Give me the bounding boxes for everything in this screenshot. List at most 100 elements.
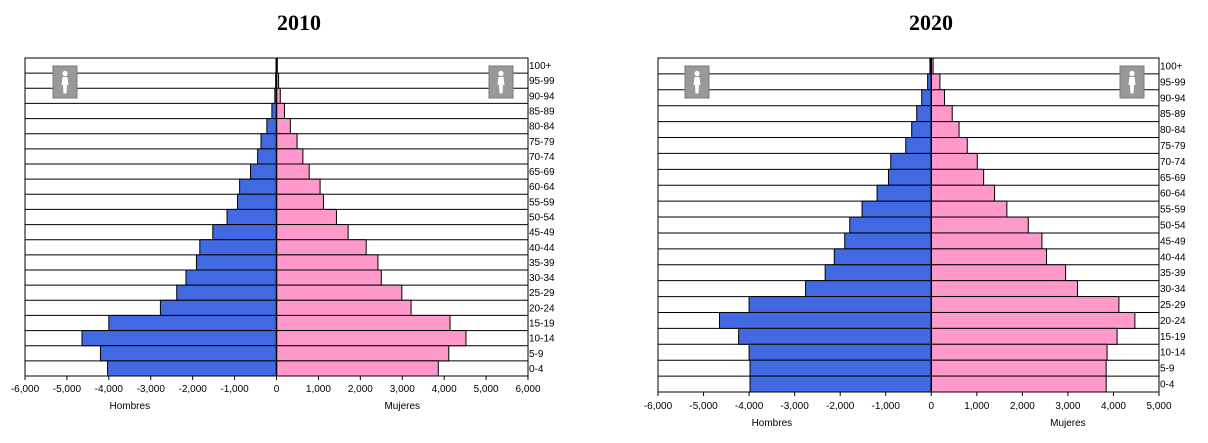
chart-2020-category-label: 55-59 (1160, 205, 1186, 216)
chart-2010-bar-mujeres-50-54 (276, 208, 337, 226)
chart-2010-x-tick-label: 6,000 (515, 384, 540, 395)
chart-2010-bar-mujeres-30-34 (276, 269, 382, 286)
chart-2010-category-label: 70-74 (529, 152, 555, 163)
chart-2010-x-tick-label: 2,000 (348, 384, 373, 395)
chart-2020-bar-hombres-70-74 (890, 152, 932, 170)
chart-2020-bar-hombres-75-79 (905, 137, 932, 154)
chart-2020-series-label-hombres: Hombres (752, 418, 793, 429)
chart-2020-bar-hombres-15-19 (738, 327, 932, 345)
chart-2020-category-label: 50-54 (1160, 221, 1186, 232)
chart-2010-bar-hombres-50-54 (226, 208, 277, 226)
chart-2020-plot-border (657, 57, 1160, 393)
chart-2010-category-label: 55-59 (529, 197, 555, 208)
chart-2010-bar-mujeres-75-79 (276, 133, 298, 150)
chart-2010-bar-hombres-10-14 (81, 330, 277, 347)
chart-2020-category-label: 100+ (1160, 61, 1183, 72)
chart-2020-bar-mujeres-70-74 (930, 152, 978, 170)
chart-2020-female-icon-body (1128, 77, 1136, 94)
chart-2020-x-tick-label: 2,000 (1010, 401, 1035, 412)
chart-2020-bar-hombres-0-4 (749, 375, 932, 393)
chart-2020-bar-hombres-10-14 (748, 343, 932, 361)
chart-2020-bar-hombres-65-69 (887, 168, 932, 186)
chart-2020-male-icon-body (693, 77, 701, 94)
chart-2020-bar-mujeres-10-14 (930, 343, 1108, 361)
chart-2020-category-label: 45-49 (1160, 236, 1186, 247)
chart-2010-bar-mujeres-20-24 (276, 299, 412, 316)
chart-2010-female-icon-body (497, 77, 505, 94)
chart-2020-category-label: 30-34 (1160, 284, 1186, 295)
chart-2010-x-tick-label: -5,000 (53, 384, 82, 395)
chart-title-2020: 2020 (909, 10, 953, 35)
chart-2010-category-label: 5-9 (529, 349, 544, 360)
chart-2010-bar-hombres-25-29 (176, 284, 277, 301)
chart-title-2010: 2010 (277, 10, 321, 35)
chart-2010-bar-hombres-75-79 (260, 133, 278, 150)
chart-2010-category-label: 65-69 (529, 167, 555, 178)
chart-2020-category-label: 35-39 (1160, 268, 1186, 279)
chart-2020-bar-mujeres-15-19 (930, 327, 1118, 345)
chart-2020-x-tick-label: -3,000 (780, 401, 809, 412)
chart-2010-x-tick-label: -3,000 (137, 384, 166, 395)
chart-2010-series-label-hombres: Hombres (110, 401, 151, 412)
chart-2020-bar-hombres-50-54 (849, 216, 932, 234)
chart-2010-bar-mujeres-10-14 (276, 330, 467, 347)
chart-2020-category-label: 10-14 (1160, 348, 1186, 359)
chart-2010-category-label: 25-29 (529, 288, 555, 299)
chart-2010-bar-mujeres-80-84 (276, 118, 291, 135)
chart-2020-bar-hombres-55-59 (861, 200, 932, 218)
chart-2020-bar-hombres-60-64 (876, 184, 932, 202)
chart-2020-bar-mujeres-20-24 (930, 311, 1136, 329)
chart-2010-bar-hombres-70-74 (257, 148, 278, 165)
chart-2020-bar-mujeres-25-29 (930, 296, 1120, 313)
chart-2020-bar-hombres-25-29 (748, 296, 932, 313)
chart-2010-bar-mujeres-45-49 (276, 224, 349, 241)
chart-2020-category-label: 75-79 (1160, 141, 1186, 152)
chart-2010-category-label: 35-39 (529, 258, 555, 269)
chart-2010-x-tick-label: 1,000 (306, 384, 331, 395)
chart-2010-bar-mujeres-5-9 (276, 345, 450, 362)
chart-2010-category-label: 15-19 (529, 319, 555, 330)
chart-2010-male-icon-head (62, 70, 68, 77)
chart-2020-x-tick-label: 0 (928, 401, 934, 412)
chart-2020-x-tick-label: 1,000 (964, 401, 989, 412)
chart-2010-female-icon-head (498, 70, 504, 77)
chart-2010-bar-mujeres-35-39 (276, 254, 379, 271)
chart-2020-bar-mujeres-90-94 (930, 89, 945, 107)
chart-2010-bar-hombres-65-69 (250, 163, 278, 180)
chart-2010-bar-hombres-40-44 (199, 239, 277, 256)
chart-2020-bar-mujeres-60-64 (930, 184, 996, 202)
chart-2020-male-icon-head (694, 70, 700, 77)
chart-2020-bar-mujeres-75-79 (930, 137, 968, 154)
chart-2010-category-label: 40-44 (529, 243, 555, 254)
chart-2020-series-label-mujeres: Mujeres (1050, 418, 1086, 429)
chart-2020-category-label: 15-19 (1160, 332, 1186, 343)
chart-2020-category-label: 65-69 (1160, 173, 1186, 184)
chart-2020-bar-mujeres-95-99 (930, 73, 941, 91)
chart-2010-bar-hombres-30-34 (185, 269, 278, 286)
chart-2020-bar-mujeres-30-34 (930, 280, 1078, 298)
chart-2020-category-label: 20-24 (1160, 316, 1186, 327)
chart-2020-x-tick-label: -6,000 (644, 401, 673, 412)
chart-2010-bar-hombres-35-39 (195, 254, 277, 271)
chart-2010-category-label: 75-79 (529, 137, 555, 148)
chart-2010-bar-hombres-80-84 (266, 118, 277, 135)
chart-2010-bar-mujeres-40-44 (276, 239, 367, 256)
chart-2020-bar-hombres-5-9 (749, 359, 932, 377)
chart-2010-category-label: 100+ (529, 61, 552, 72)
chart-2020-category-label: 90-94 (1160, 93, 1186, 104)
chart-2020-category-label: 85-89 (1160, 109, 1186, 120)
chart-2020-x-tick-label: 4,000 (1101, 401, 1126, 412)
chart-2020-x-tick-label: 5,000 (1146, 401, 1171, 412)
chart-2010-bar-hombres-60-64 (239, 178, 277, 195)
chart-2020-x-tick-label: -5,000 (689, 401, 718, 412)
chart-2010-bar-hombres-45-49 (212, 224, 277, 241)
chart-2020-bar-mujeres-80-84 (930, 121, 960, 139)
chart-2010-x-tick-label: -6,000 (11, 384, 40, 395)
chart-2010-category-label: 95-99 (529, 76, 555, 87)
chart-2020-category-label: 60-64 (1160, 189, 1186, 200)
chart-2020-category-label: 5-9 (1160, 364, 1175, 375)
chart-2020-bar-mujeres-45-49 (930, 232, 1043, 250)
chart-2020-bar-hombres-85-89 (916, 105, 932, 123)
chart-2010-bar-hombres-55-59 (237, 193, 277, 210)
